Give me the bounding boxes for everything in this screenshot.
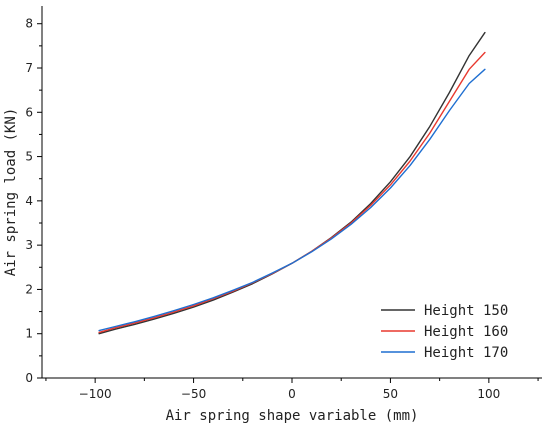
series-lines bbox=[98, 31, 486, 335]
x-tick-label: −100 bbox=[79, 387, 112, 401]
legend: Height 150 Height 160 Height 170 bbox=[381, 303, 508, 361]
legend-label: Height 160 bbox=[424, 324, 508, 340]
x-axis-title: Air spring shape variable (mm) bbox=[166, 408, 419, 424]
series-line-3 bbox=[98, 68, 486, 332]
y-tick-label: 8 bbox=[25, 17, 33, 31]
axes: −100 −50 0 50 100 0 1 2 3 4 5 6 7 8 bbox=[25, 6, 542, 401]
y-tick-label: 4 bbox=[25, 194, 33, 208]
y-tick-label: 7 bbox=[25, 61, 33, 75]
series-line-2 bbox=[98, 51, 486, 334]
y-tick-label: 5 bbox=[25, 150, 33, 164]
x-tick-label: 100 bbox=[477, 387, 500, 401]
series-line-1 bbox=[98, 31, 486, 335]
x-tick-label: −50 bbox=[181, 387, 206, 401]
x-tick-label: 0 bbox=[288, 387, 296, 401]
y-tick-label: 0 bbox=[25, 371, 33, 385]
y-tick-label: 2 bbox=[25, 282, 33, 296]
y-tick-label: 1 bbox=[25, 327, 33, 341]
y-tick-label: 3 bbox=[25, 238, 33, 252]
y-tick-label: 6 bbox=[25, 105, 33, 119]
x-tick-label: 50 bbox=[383, 387, 398, 401]
legend-label: Height 170 bbox=[424, 345, 508, 361]
y-axis-title: Air spring load (KN) bbox=[3, 108, 19, 277]
legend-label: Height 150 bbox=[424, 303, 508, 319]
